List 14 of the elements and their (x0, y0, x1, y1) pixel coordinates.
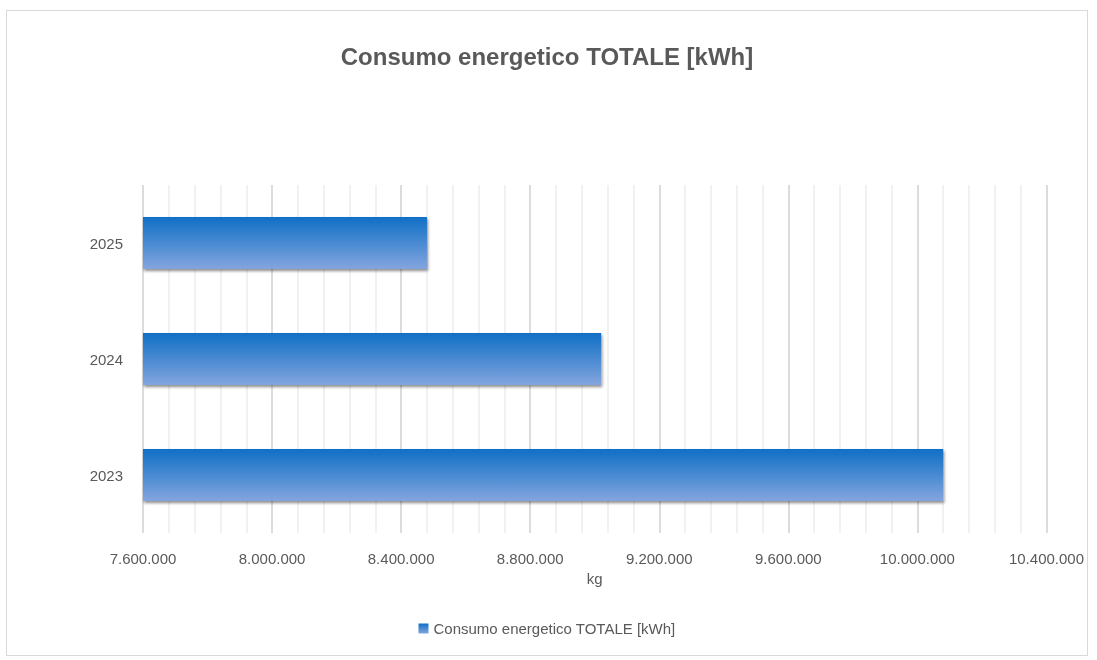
x-tick-label: 8.400.000 (367, 550, 435, 567)
x-tick-label: 9.200.000 (625, 550, 693, 567)
y-tick-label: 2024 (89, 350, 123, 368)
x-tick-label: 7.600.000 (109, 550, 177, 567)
y-tick-label: 2025 (89, 234, 123, 252)
x-tick-label: 10.000.000 (879, 550, 955, 567)
chart-title: Consumo energetico TOTALE [kWh] (340, 42, 754, 70)
x-tick-label: 9.600.000 (754, 550, 822, 567)
x-tick-label: 8.800.000 (496, 550, 564, 567)
x-tick-label: 10.400.000 (1008, 550, 1084, 567)
legend-label: Consumo energetico TOTALE [kWh] (433, 620, 676, 637)
x-tick-label: 8.000.000 (238, 550, 306, 567)
y-tick-label: 2023 (89, 466, 123, 484)
x-axis-title: kg (586, 570, 603, 587)
